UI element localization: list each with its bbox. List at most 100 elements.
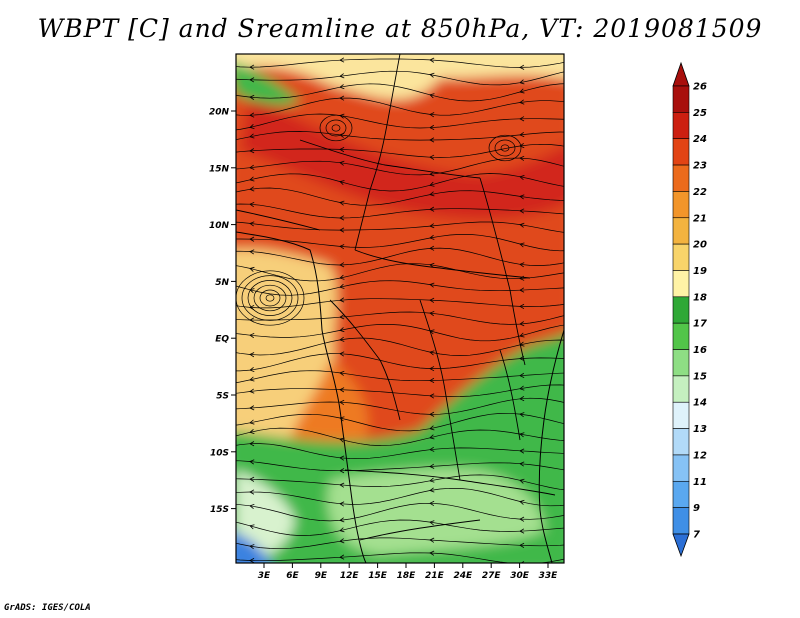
- streamline-arrow: [249, 388, 255, 394]
- streamline-vortex: [319, 114, 353, 142]
- streamline-arrow: [519, 461, 525, 467]
- streamline-arrow: [339, 517, 345, 523]
- streamline-arrow: [249, 249, 255, 255]
- colorbar-label: 26: [693, 82, 707, 93]
- colorbar-swatch: [672, 322, 690, 350]
- streamline-arrow: [429, 171, 435, 177]
- colorbar-label: 17: [693, 319, 707, 330]
- colorbar-label: 15: [693, 371, 707, 382]
- lat-tick-label: 15N: [209, 164, 230, 174]
- streamline: [236, 370, 564, 384]
- streamline-arrow: [339, 370, 345, 376]
- streamline-arrow: [429, 206, 435, 212]
- streamline-arrow: [429, 311, 435, 317]
- streamline-arrow: [249, 266, 255, 272]
- wbpt-field: [236, 54, 564, 563]
- streamline-arrow: [429, 463, 435, 469]
- streamline: [236, 58, 564, 68]
- lat-tick-label: EQ: [215, 335, 229, 345]
- colorbar-swatch: [672, 349, 690, 377]
- streamline-arrow: [429, 154, 435, 160]
- streamline-arrow: [519, 372, 525, 378]
- streamline-arrow: [249, 288, 255, 294]
- streamline-arrow: [339, 244, 345, 250]
- colorbar-label: 19: [693, 266, 707, 277]
- streamline-arrow: [519, 79, 525, 85]
- streamline-arrow: [429, 245, 435, 251]
- streamline-arrow: [339, 215, 345, 221]
- streamline-arrow: [249, 558, 255, 563]
- streamline: [236, 97, 564, 116]
- streamline-arrow: [249, 202, 255, 208]
- streamline-vortex: [500, 144, 510, 152]
- streamline-arrow: [339, 274, 345, 280]
- east-coastline: [538, 329, 564, 563]
- lon-tick-label: 6E: [286, 571, 299, 581]
- lon-tick-label: 27E: [482, 571, 502, 581]
- streamline-arrow: [519, 64, 525, 70]
- streamline: [236, 537, 564, 550]
- streamline-arrow: [249, 186, 255, 192]
- streamline-arrow: [519, 321, 525, 327]
- streamline: [236, 353, 564, 372]
- streamline-arrow: [249, 489, 255, 495]
- streamline-arrow: [339, 351, 345, 357]
- streamline: [236, 487, 564, 507]
- streamline-arrow: [519, 355, 525, 361]
- colorbar-label: 9: [693, 503, 700, 514]
- streamline-arrow: [339, 399, 345, 405]
- streamline-arrow: [429, 282, 435, 288]
- streamline-arrow: [519, 432, 525, 438]
- streamline-arrow: [429, 137, 435, 143]
- credit-label: GrADS: IGES/COLA: [4, 603, 91, 613]
- colorbar-label: 13: [693, 424, 707, 435]
- lat-tick-label: 20N: [209, 108, 230, 118]
- streamline-arrow: [339, 283, 345, 289]
- streamline-arrow: [519, 116, 525, 122]
- streamline-arrow: [519, 262, 525, 268]
- streamline-arrow: [519, 132, 525, 138]
- streamline-arrow: [519, 448, 525, 454]
- streamline-arrow: [519, 332, 525, 338]
- streamline-arrow: [249, 524, 255, 530]
- streamline-arrow: [339, 84, 345, 90]
- streamline-arrow: [519, 499, 525, 505]
- lat-tick-label: 10S: [210, 448, 229, 458]
- streamline-arrow: [429, 297, 435, 303]
- streamline-arrow: [429, 181, 435, 187]
- streamline-arrow: [429, 520, 435, 526]
- colorbar-label: 23: [693, 161, 707, 172]
- streamline: [236, 519, 564, 536]
- streamline-arrow: [519, 99, 525, 105]
- streamline-arrow: [249, 236, 255, 242]
- streamline-arrow: [249, 459, 255, 465]
- streamline: [236, 234, 564, 252]
- streamline-arrow: [339, 554, 345, 560]
- streamline: [236, 187, 564, 206]
- streamline-arrow: [429, 350, 435, 356]
- lon-tick-label: 24E: [453, 571, 473, 581]
- colorbar-label: 12: [693, 450, 707, 461]
- streamline: [236, 203, 564, 219]
- streamline-arrow: [339, 455, 345, 461]
- streamline-arrow: [249, 441, 255, 447]
- streamline-arrow: [339, 95, 345, 101]
- streamline-arrow: [339, 482, 345, 488]
- streamline-arrow: [339, 327, 345, 333]
- streamline-arrow: [429, 191, 435, 197]
- streamline: [236, 311, 564, 325]
- streamline-arrow: [249, 94, 255, 100]
- streamline-arrow: [249, 64, 255, 70]
- streamline-vortex: [265, 294, 275, 302]
- colorbar-label: 24: [693, 134, 707, 145]
- streamline-arrow: [339, 468, 345, 474]
- streamline-arrow: [249, 221, 255, 227]
- streamline: [236, 263, 564, 282]
- colorbar-swatch: [672, 270, 690, 298]
- latitude-axis: 20N 15N 10N 5N EQ 5S 10S 15S: [209, 108, 236, 515]
- streamline-vortex: [488, 134, 522, 162]
- map-frame: [235, 53, 565, 564]
- colorbar-swatch: [672, 164, 690, 192]
- streamline-arrow: [519, 542, 525, 548]
- colorbar-swatch: [672, 401, 690, 429]
